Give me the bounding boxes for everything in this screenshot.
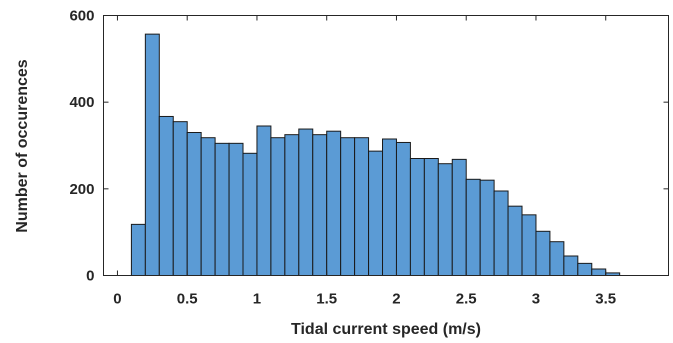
y-tick-label: 600 — [69, 8, 94, 25]
x-axis-ticks: 0 0.5 1 1.5 2 2.5 3 3.5 — [113, 15, 616, 308]
y-tick-label: 0 — [86, 268, 94, 285]
histogram-bar — [256, 125, 272, 276]
x-tick-label: 3.5 — [595, 291, 616, 308]
histogram-bar — [409, 158, 425, 276]
histogram-bar — [451, 158, 467, 276]
histogram-bar — [437, 163, 453, 276]
histogram-bar — [507, 205, 523, 277]
y-tick-label: 400 — [69, 94, 94, 111]
histogram-bar — [298, 128, 314, 276]
histogram-bar — [130, 223, 146, 277]
histogram-bar — [577, 262, 593, 277]
histogram-bar — [493, 190, 509, 276]
histogram-bar — [354, 137, 370, 276]
histogram-bar — [326, 130, 342, 276]
histogram-bar — [395, 141, 411, 276]
x-axis-title: Tidal current speed (m/s) — [291, 321, 481, 338]
histogram-bar — [549, 241, 565, 276]
histogram-bar — [228, 142, 244, 276]
histogram-bar — [242, 152, 258, 276]
histogram-bar — [535, 230, 551, 277]
x-tick-label: 0.5 — [177, 291, 198, 308]
histogram-bar — [312, 134, 328, 276]
y-axis-ticks: 0 200 400 600 — [69, 8, 669, 285]
histogram-bar — [382, 138, 397, 276]
x-tick-label: 2.5 — [456, 291, 477, 308]
histogram-bar — [465, 178, 481, 276]
histogram-bar — [214, 142, 230, 276]
histogram-bar — [186, 132, 202, 276]
x-tick-label: 1 — [253, 291, 261, 308]
histogram-bar — [144, 33, 160, 277]
histogram-bar — [284, 134, 300, 276]
plot-frame — [103, 15, 669, 276]
histogram-bar — [172, 121, 188, 276]
histogram-bar — [521, 214, 537, 276]
y-axis-title: Number of occurences — [14, 59, 31, 232]
histogram-bar — [368, 150, 384, 276]
x-tick-label: 3 — [532, 291, 540, 308]
x-tick-label: 2 — [392, 291, 400, 308]
histogram-bar — [423, 158, 439, 276]
histogram-bar — [158, 115, 174, 277]
histogram-bar — [270, 137, 286, 276]
histogram-bar — [340, 137, 356, 276]
y-tick-label: 200 — [69, 181, 94, 198]
histogram-bar — [200, 137, 216, 276]
x-tick-label: 1.5 — [316, 291, 337, 308]
histogram-bar — [563, 255, 579, 276]
histogram-bar — [591, 268, 607, 276]
histogram-bars — [130, 33, 621, 277]
histogram-bar — [479, 179, 495, 277]
x-tick-label: 0 — [113, 291, 121, 308]
